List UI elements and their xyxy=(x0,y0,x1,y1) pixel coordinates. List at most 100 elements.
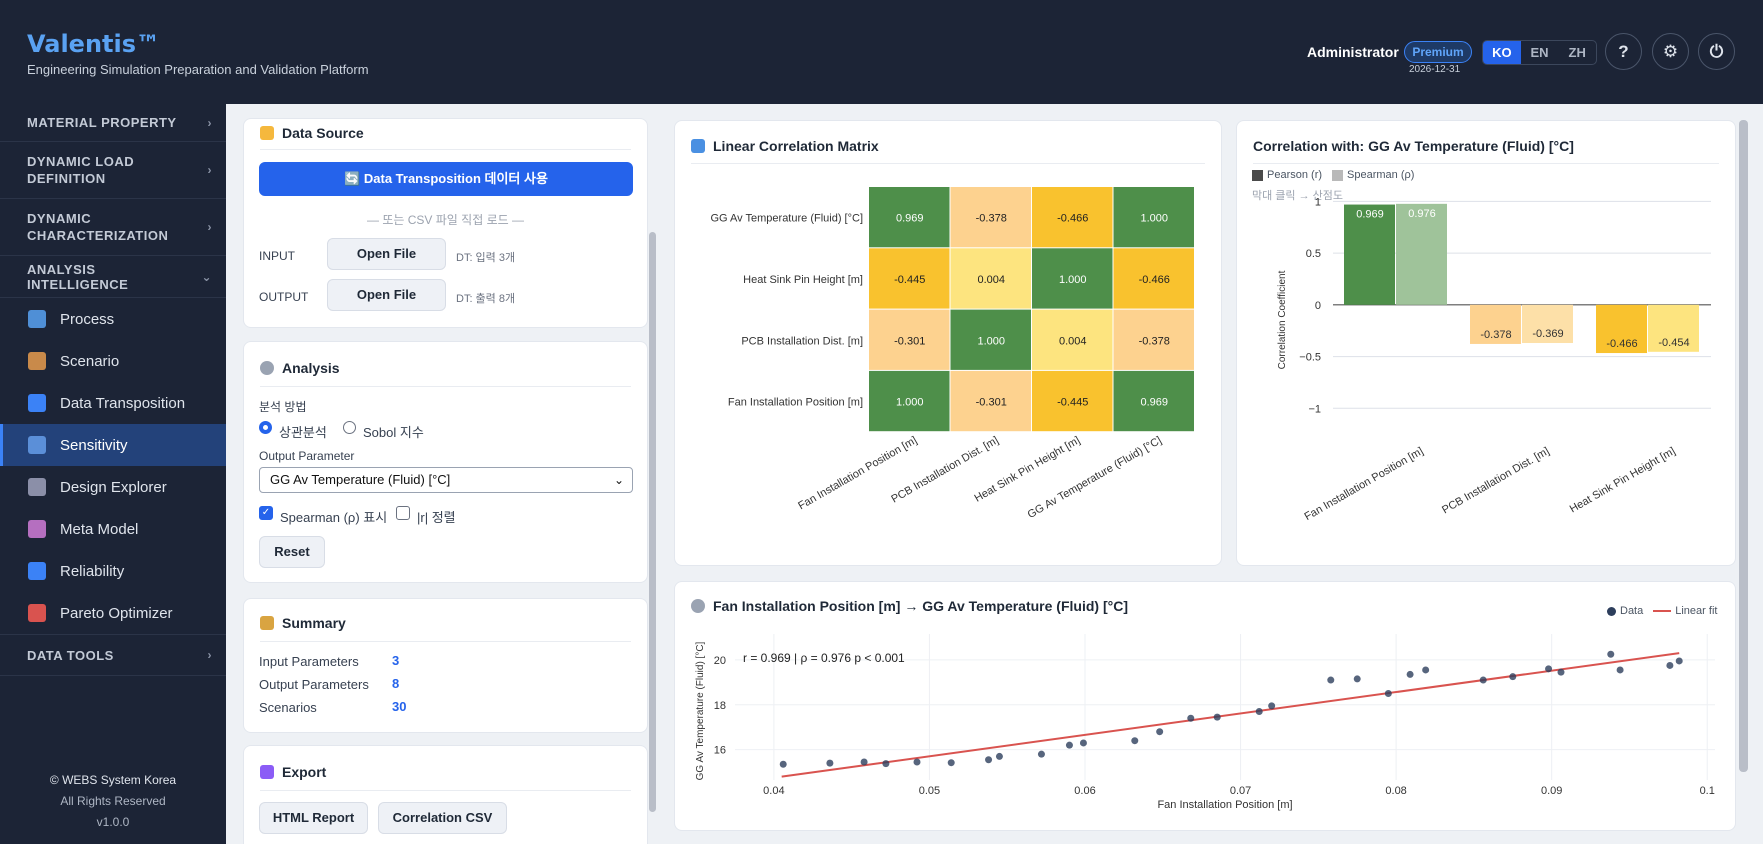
x-tick-label: 0.08 xyxy=(1385,785,1406,797)
bar-value-label: 0.969 xyxy=(1356,209,1384,221)
method-correlation-radio[interactable] xyxy=(259,421,272,434)
scatter-point xyxy=(882,760,890,768)
heatmap-cell-value: -0.301 xyxy=(976,397,1007,409)
sidebar-item-label: Process xyxy=(60,310,115,328)
help-icon[interactable]: ? xyxy=(1605,33,1642,70)
sidebar-section-dynamic-load[interactable]: DYNAMIC LOAD DEFINITION › xyxy=(0,142,226,199)
input-label: INPUT xyxy=(259,249,295,263)
use-data-transposition-button[interactable]: 🔄 Data Transposition 데이터 사용 xyxy=(259,162,633,196)
linear-fit-line xyxy=(781,652,1680,778)
scatter-point xyxy=(995,752,1003,760)
heatmap-cell xyxy=(950,309,1031,370)
heatmap-cell-value: 0.969 xyxy=(896,213,924,225)
sidebar-item-scenario[interactable]: Scenario xyxy=(0,340,226,382)
scatter-point xyxy=(947,759,955,767)
gear-icon[interactable]: ⚙ xyxy=(1652,33,1689,70)
reset-button[interactable]: Reset xyxy=(259,536,325,568)
sidebar-section-analysis-intelligence[interactable]: ANALYSIS INTELLIGENCE ⌄ xyxy=(0,256,226,298)
heatmap-cell xyxy=(1113,187,1194,248)
scatter-point xyxy=(1037,750,1045,758)
scatter-point xyxy=(1479,676,1487,684)
scatter-point xyxy=(1156,728,1164,736)
y-tick-label: −0.5 xyxy=(1299,352,1321,364)
scatter-point xyxy=(1079,739,1087,747)
abs-sort-checkbox[interactable] xyxy=(396,506,410,520)
x-tick-label: 0.1 xyxy=(1700,785,1715,797)
sidebar-item-process[interactable]: Process xyxy=(0,298,226,340)
sidebar-footer: © WEBS System Korea All Rights Reserved … xyxy=(0,770,226,833)
card-title: Analysis xyxy=(282,360,340,376)
x-axis-label: Fan Installation Position [m] xyxy=(1157,799,1292,811)
scatter-point xyxy=(913,758,921,766)
heatmap-cell xyxy=(1113,248,1194,309)
heatmap-cell-value: -0.445 xyxy=(1057,397,1088,409)
scatter-point xyxy=(1557,668,1565,676)
left-panel-scrollbar[interactable] xyxy=(649,232,656,812)
microscope-icon xyxy=(28,478,46,496)
sidebar-item-meta-model[interactable]: Meta Model xyxy=(0,508,226,550)
html-report-button[interactable]: HTML Report xyxy=(259,802,368,834)
scatter-point xyxy=(1616,666,1624,674)
method-sobol-radio[interactable] xyxy=(343,421,356,434)
lang-ko-button[interactable]: KO xyxy=(1483,41,1521,64)
scatter-card: Fan Installation Position [m] → GG Av Te… xyxy=(674,581,1736,831)
y-axis-label: GG Av Temperature (Fluid) [°C] xyxy=(695,641,706,780)
heatmap-cell-value: 1.000 xyxy=(977,335,1005,347)
sidebar: MATERIAL PROPERTY › DYNAMIC LOAD DEFINITIO… xyxy=(0,104,226,844)
correlation-bar-card: Correlation with: GG Av Temperature (Flu… xyxy=(1236,120,1736,566)
sidebar-item-pareto-optimizer[interactable]: Pareto Optimizer xyxy=(0,592,226,634)
card-title: Fan Installation Position [m] → GG Av Te… xyxy=(713,598,1128,614)
export-card: Export HTML Report Correlation CSV xyxy=(243,745,648,844)
heatmap-cell xyxy=(1032,309,1113,370)
heatmap-cell xyxy=(1032,187,1113,248)
sidebar-section-data-tools[interactable]: DATA TOOLS › xyxy=(0,634,226,676)
power-icon[interactable]: ⏻ xyxy=(1698,33,1735,70)
sidebar-item-reliability[interactable]: Reliability xyxy=(0,550,226,592)
bar-pearson xyxy=(1344,204,1395,305)
data-swatch xyxy=(1607,606,1616,616)
sidebar-section-material-property[interactable]: MATERIAL PROPERTY › xyxy=(0,104,226,142)
correlation-csv-button[interactable]: Correlation CSV xyxy=(378,802,507,834)
x-tick-label: 0.05 xyxy=(919,785,940,797)
sidebar-item-design-explorer[interactable]: Design Explorer xyxy=(0,466,226,508)
heatmap-cell xyxy=(950,248,1031,309)
lang-en-button[interactable]: EN xyxy=(1530,45,1549,60)
sidebar-section-dynamic-characterization[interactable]: DYNAMIC CHARACTERIZATION › xyxy=(0,199,226,256)
scatter-point xyxy=(1131,737,1139,745)
spearman-checkbox[interactable]: ✓ xyxy=(259,506,273,520)
y-tick-label: −1 xyxy=(1308,403,1321,415)
section-label: DATA TOOLS xyxy=(27,647,114,663)
language-switcher: KO EN ZH xyxy=(1482,40,1597,65)
sidebar-item-sensitivity[interactable]: Sensitivity xyxy=(0,424,226,466)
x-tick-label: 0.09 xyxy=(1541,785,1562,797)
summary-output-value: 8 xyxy=(392,676,400,691)
sidebar-item-label: Design Explorer xyxy=(60,478,167,496)
lang-zh-button[interactable]: ZH xyxy=(1568,45,1586,60)
heatmap-cell-value: 0.004 xyxy=(977,274,1005,286)
summary-scenarios-label: Scenarios xyxy=(259,700,317,715)
scatter-point xyxy=(1213,713,1221,721)
legend-data-label: Data xyxy=(1620,605,1644,617)
bar-click-hint: 막대 클릭 → 산점도 xyxy=(1252,190,1344,202)
bar-value-label: -0.454 xyxy=(1658,337,1689,349)
main-scrollbar[interactable] xyxy=(1739,120,1748,772)
abs-sort-label: |r| 정렬 xyxy=(417,510,456,525)
y-tick-label: 0 xyxy=(1315,300,1321,312)
bar-spearman xyxy=(1648,304,1699,352)
summary-card: Summary Input Parameters 3 Output Parame… xyxy=(243,598,648,733)
heatmap-cell-value: 1.000 xyxy=(896,397,924,409)
robot-icon xyxy=(28,520,46,538)
heatmap-cell-value: 0.969 xyxy=(1140,397,1168,409)
sidebar-item-data-transposition[interactable]: Data Transposition xyxy=(0,382,226,424)
x-tick-label: 0.07 xyxy=(1230,785,1251,797)
scatter-point xyxy=(1384,690,1392,698)
top-bar: Valentis™ Engineering Simulation Prepara… xyxy=(0,0,1763,104)
section-label: ANALYSIS INTELLIGENCE xyxy=(27,261,129,292)
output-open-file-button[interactable]: Open File xyxy=(327,279,446,311)
method-label: 분석 방법 xyxy=(259,400,307,414)
input-open-file-button[interactable]: Open File xyxy=(327,238,446,270)
heatmap-cell xyxy=(1032,248,1113,309)
bar-value-label: -0.466 xyxy=(1606,338,1637,350)
output-parameter-select[interactable]: GG Av Temperature (Fluid) [°C] ⌄ xyxy=(259,467,633,493)
brand-logo[interactable]: Valentis™ xyxy=(27,30,161,58)
